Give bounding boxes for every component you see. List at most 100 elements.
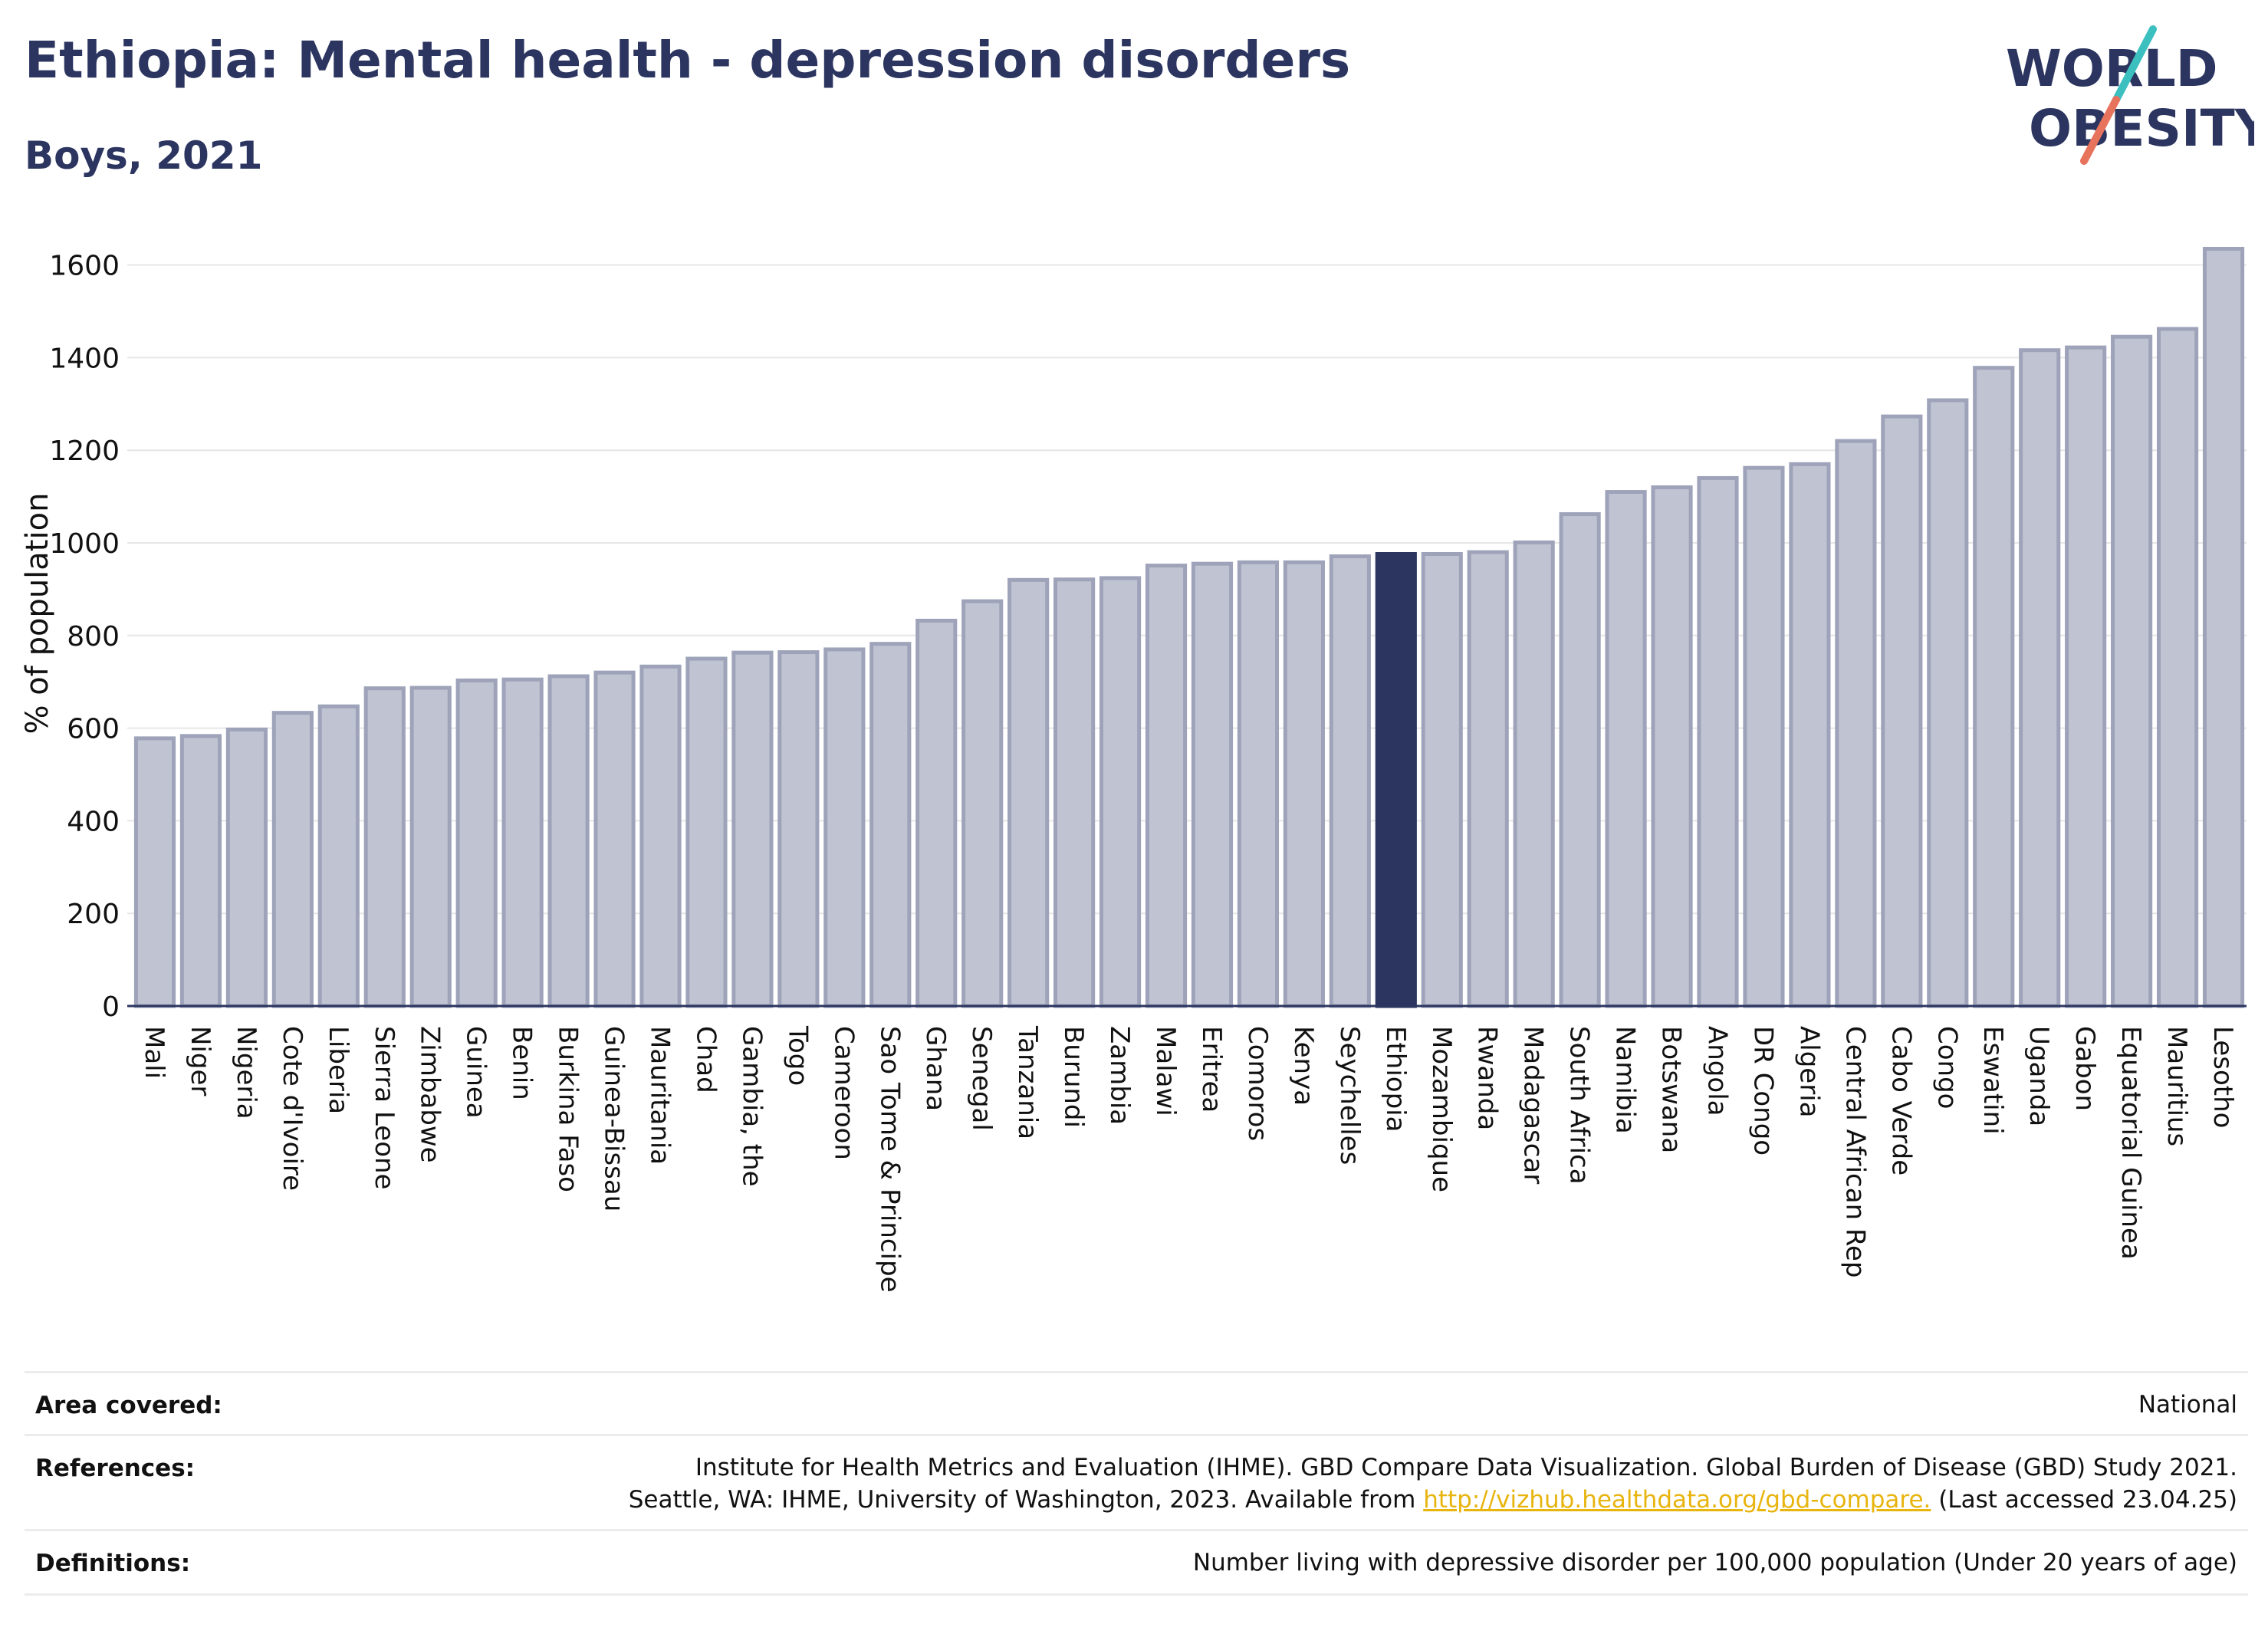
bar	[869, 642, 912, 1008]
x-tick-label: Kenya	[1288, 1026, 1319, 1106]
bar	[225, 727, 268, 1008]
definitions-value: Number living with depressive disorder p…	[1192, 1549, 2237, 1576]
x-tick-label: DR Congo	[1747, 1026, 1778, 1156]
x-tick-label: South Africa	[1564, 1026, 1595, 1185]
y-tick-label: 1400	[49, 343, 120, 374]
x-tick-label: Namibia	[1610, 1026, 1641, 1134]
x-tick-label: Equatorial Guinea	[2115, 1026, 2146, 1260]
bar	[2111, 334, 2153, 1008]
references-link[interactable]: http://vizhub.healthdata.org/gbd-compare…	[1423, 1486, 1931, 1514]
x-tick-label: Gabon	[2069, 1026, 2100, 1111]
bar	[1973, 366, 2015, 1008]
bar	[1329, 554, 1371, 1008]
bar	[455, 678, 498, 1008]
x-tick-label: Congo	[1931, 1026, 1962, 1109]
logo-slash-top	[2112, 25, 2157, 104]
x-tick-label: Guinea-Bissau	[599, 1026, 629, 1212]
x-tick-label: Gambia, the	[736, 1026, 767, 1187]
bar	[1835, 439, 1877, 1008]
bar	[823, 647, 866, 1008]
x-tick-label: Mauritania	[645, 1026, 675, 1165]
x-tick-label: Central African Rep	[1839, 1026, 1870, 1278]
x-tick-label: Rwanda	[1472, 1026, 1503, 1130]
x-tick-label: Ethiopia	[1380, 1026, 1411, 1132]
bar	[1881, 414, 1923, 1008]
x-tick-label: Ghana	[920, 1026, 951, 1111]
bar	[2156, 327, 2199, 1008]
references-line-2-suffix: (Last accessed 23.04.25)	[1931, 1486, 2237, 1514]
y-tick-label: 1200	[49, 436, 120, 467]
references-row: References: Institute for Health Metrics…	[25, 1434, 2248, 1531]
bar	[1007, 577, 1050, 1008]
x-tick-label: Malawi	[1150, 1026, 1181, 1116]
bar-highlight	[1375, 551, 1417, 1008]
definitions-label: Definitions:	[35, 1550, 191, 1577]
bar	[1605, 490, 1647, 1008]
bar	[179, 734, 222, 1008]
x-tick-label: Algeria	[1793, 1026, 1824, 1117]
y-tick-label: 800	[67, 621, 120, 653]
bar	[731, 650, 774, 1008]
page-title: Ethiopia: Mental health - depression dis…	[25, 31, 1351, 90]
x-tick-label: Sierra Leone	[369, 1026, 399, 1189]
x-tick-label: Sao Tome & Principe	[874, 1026, 905, 1293]
bar	[777, 650, 820, 1008]
bar	[1099, 576, 1142, 1008]
bar	[1559, 512, 1601, 1008]
bar	[2065, 345, 2107, 1008]
y-tick-label: 0	[102, 991, 120, 1023]
table-bottom-border	[25, 1593, 2248, 1596]
x-tick-label: Burkina Faso	[553, 1026, 583, 1192]
bar	[271, 711, 314, 1008]
x-tick-label: Mauritius	[2161, 1026, 2192, 1146]
x-tick-label: Cote d'Ivoire	[277, 1026, 307, 1191]
bar	[1743, 465, 1785, 1008]
bar	[2019, 348, 2061, 1008]
bar	[915, 618, 958, 1008]
x-tick-label: Senegal	[966, 1026, 997, 1131]
x-tick-label: Botswana	[1656, 1026, 1687, 1153]
x-tick-label: Comoros	[1242, 1026, 1273, 1141]
bar-chart: 0 200 400 600 800 1000 1200 1400 1600 Mali Niger N…	[20, 246, 2247, 1293]
x-tick-label: Madagascar	[1518, 1026, 1549, 1184]
area-covered-row: Area covered: National	[25, 1371, 2248, 1436]
y-tick-label: 400	[67, 806, 120, 837]
world-obesity-logo: WORLD OBESITY	[2006, 25, 2254, 165]
x-tick-label: Tanzania	[1012, 1025, 1043, 1139]
x-tick-label: Angola	[1702, 1026, 1733, 1116]
bar	[1283, 560, 1325, 1008]
y-tick-label: 1600	[49, 251, 120, 282]
x-tick-labels: Mali Niger Nigeria Cote d'Ivoire Liberia Sier…	[139, 1025, 2238, 1293]
bar	[1053, 577, 1096, 1008]
x-tick-label: Togo	[782, 1025, 813, 1086]
logo-slash-bottom	[2080, 96, 2120, 165]
bar	[593, 670, 636, 1008]
x-tick-label: Chad	[690, 1026, 721, 1093]
bar	[501, 677, 544, 1008]
y-tick-label: 200	[67, 899, 120, 930]
area-covered-label: Area covered:	[35, 1392, 222, 1419]
x-tick-label: Benin	[507, 1026, 537, 1100]
x-tick-label: Uganda	[2023, 1026, 2054, 1126]
x-tick-label: Zimbabwe	[415, 1026, 445, 1163]
x-tick-label: Zambia	[1104, 1026, 1135, 1125]
bar	[1927, 398, 1969, 1008]
x-tick-label: Guinea	[461, 1026, 491, 1119]
y-axis-label: % of population	[20, 493, 55, 735]
y-tick-label: 600	[67, 714, 120, 745]
x-tick-label: Seychelles	[1334, 1026, 1365, 1165]
bar	[2202, 246, 2245, 1008]
bar	[961, 599, 1004, 1008]
y-tick-label: 1000	[49, 528, 120, 560]
bar	[547, 674, 590, 1008]
x-tick-label: Nigeria	[231, 1026, 261, 1119]
bar	[1697, 475, 1739, 1008]
x-tick-label: Lesotho	[2207, 1026, 2238, 1128]
references-line-1: Institute for Health Metrics and Evaluat…	[695, 1454, 2237, 1481]
bar	[1789, 462, 1831, 1008]
x-tick-label: Niger	[185, 1026, 215, 1096]
logo-line1: WORLD	[2006, 39, 2218, 98]
bar	[1513, 540, 1555, 1008]
bar	[409, 685, 452, 1008]
bar	[363, 686, 406, 1008]
